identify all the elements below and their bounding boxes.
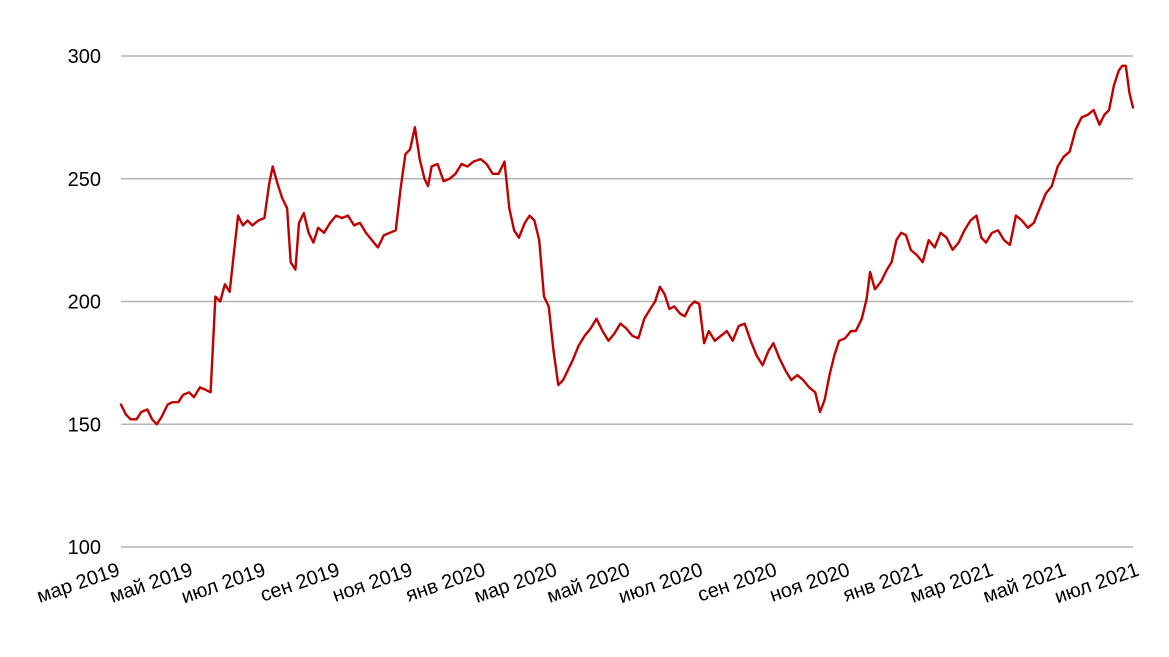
y-tick-label: 200 bbox=[68, 292, 101, 314]
y-axis-tick-labels: 100 150 200 250 300 bbox=[68, 46, 101, 559]
y-tick-label: 100 bbox=[68, 537, 101, 559]
grid-lines bbox=[121, 55, 1133, 548]
y-tick-label: 150 bbox=[68, 414, 101, 436]
series-line-0 bbox=[119, 64, 1135, 426]
x-tick-label: мар 2019 bbox=[34, 559, 123, 608]
x-tick-label: ноя 2019 bbox=[330, 559, 416, 607]
x-tick-label: сен 2019 bbox=[258, 559, 343, 607]
x-tick-label: ноя 2020 bbox=[767, 559, 853, 607]
y-tick-label: 300 bbox=[68, 46, 101, 68]
y-tick-label: 250 bbox=[68, 169, 101, 191]
x-tick-label: июл 2019 bbox=[179, 559, 269, 608]
series-lines bbox=[119, 64, 1135, 426]
x-tick-label: июл 2020 bbox=[616, 559, 706, 608]
x-tick-label: сен 2020 bbox=[695, 559, 780, 607]
x-tick-label: мар 2020 bbox=[471, 559, 560, 608]
x-tick-label: июл 2021 bbox=[1052, 559, 1142, 608]
